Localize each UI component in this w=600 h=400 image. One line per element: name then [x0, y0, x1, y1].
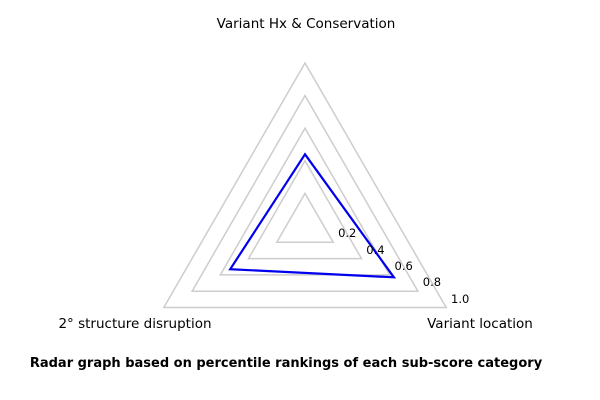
gridline-triangle: [190, 94, 420, 292]
chart-caption: Radar graph based on percentile rankings…: [29, 356, 543, 371]
axis-label-variant-location: Variant location: [427, 316, 533, 332]
gridline-triangle: [275, 191, 335, 244]
axis-label-secondary-structure-disruption: 2° structure disruption: [58, 316, 212, 332]
radar-gridlines: [162, 61, 448, 309]
tick-label: 0.6: [394, 258, 413, 273]
tick-label: 1.0: [451, 291, 470, 306]
radar-data-series: [228, 152, 397, 279]
tick-label: 0.2: [338, 226, 357, 241]
tick-label: 0.8: [422, 275, 442, 290]
gridline-triangle: [219, 126, 391, 276]
axis-label-variant-hx-conservation: Variant Hx & Conservation: [216, 16, 396, 32]
data-polygon: [228, 152, 397, 279]
gridline-triangle: [162, 61, 448, 309]
gridline-triangle: [247, 159, 363, 260]
tick-label: 0.4: [366, 242, 385, 257]
